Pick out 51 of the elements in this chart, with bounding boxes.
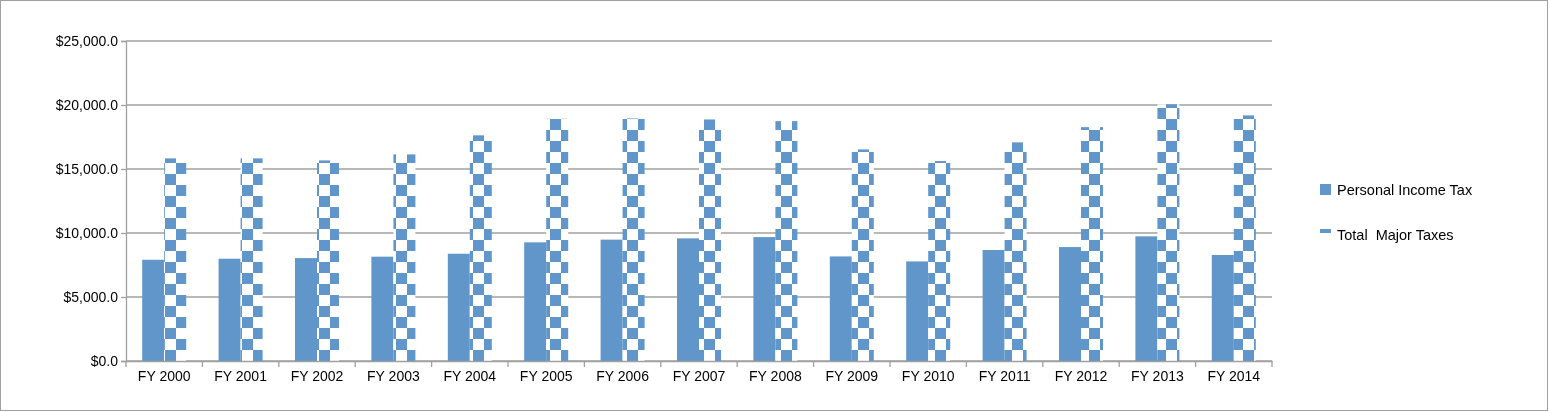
bar <box>699 119 721 361</box>
bar <box>240 158 263 361</box>
x-tick-label: FY 2000 <box>137 367 191 384</box>
y-tick-label: $5,000.0 <box>63 288 119 305</box>
legend-label: Total Major Taxes <box>1337 227 1454 243</box>
y-tick-label: $15,000.0 <box>55 160 119 177</box>
x-tick-label: FY 2011 <box>978 367 1031 384</box>
bar <box>317 160 339 361</box>
bar <box>622 118 645 361</box>
bar <box>1059 247 1081 361</box>
x-tick-label: FY 2003 <box>367 367 420 384</box>
bar <box>1004 142 1027 361</box>
y-tick-label: $0.0 <box>90 352 119 369</box>
bar <box>753 237 776 361</box>
x-tick-label: FY 2005 <box>519 367 573 384</box>
bar <box>218 258 241 361</box>
bar <box>142 259 165 361</box>
bar <box>1135 236 1158 361</box>
bar <box>928 161 951 361</box>
x-tick-label: FY 2013 <box>1131 367 1184 384</box>
x-tick-label: FY 2008 <box>749 367 802 384</box>
bar <box>371 256 394 361</box>
bar <box>393 154 416 361</box>
y-tick-label: $10,000.0 <box>55 224 119 241</box>
y-tick-label: $20,000.0 <box>55 96 119 113</box>
bar <box>1211 255 1234 361</box>
bar <box>447 253 470 361</box>
x-tick-label: FY 2002 <box>290 367 344 384</box>
x-tick-label: FY 2014 <box>1207 367 1261 384</box>
bar <box>677 238 699 361</box>
bar <box>1233 115 1256 361</box>
bar <box>524 242 547 361</box>
x-tick-label: FY 2006 <box>596 367 650 384</box>
x-tick-label: FY 2001 <box>214 367 268 384</box>
y-tick-label: $25,000.0 <box>55 32 119 49</box>
legend-label: Personal Income Tax <box>1337 182 1473 198</box>
bar <box>775 121 798 361</box>
bar <box>906 261 929 361</box>
bar <box>829 256 852 361</box>
x-tick-label: FY 2007 <box>672 367 726 384</box>
x-tick-label: FY 2010 <box>901 367 955 384</box>
bar <box>851 149 874 361</box>
bar <box>982 250 1005 361</box>
bar <box>600 239 623 361</box>
x-tick-label: FY 2009 <box>825 367 879 384</box>
bar <box>295 258 317 361</box>
bar <box>546 118 569 361</box>
bar <box>1157 104 1180 361</box>
x-tick-label: FY 2004 <box>443 367 497 384</box>
x-tick-label: FY 2012 <box>1054 367 1108 384</box>
bar <box>1081 127 1103 361</box>
